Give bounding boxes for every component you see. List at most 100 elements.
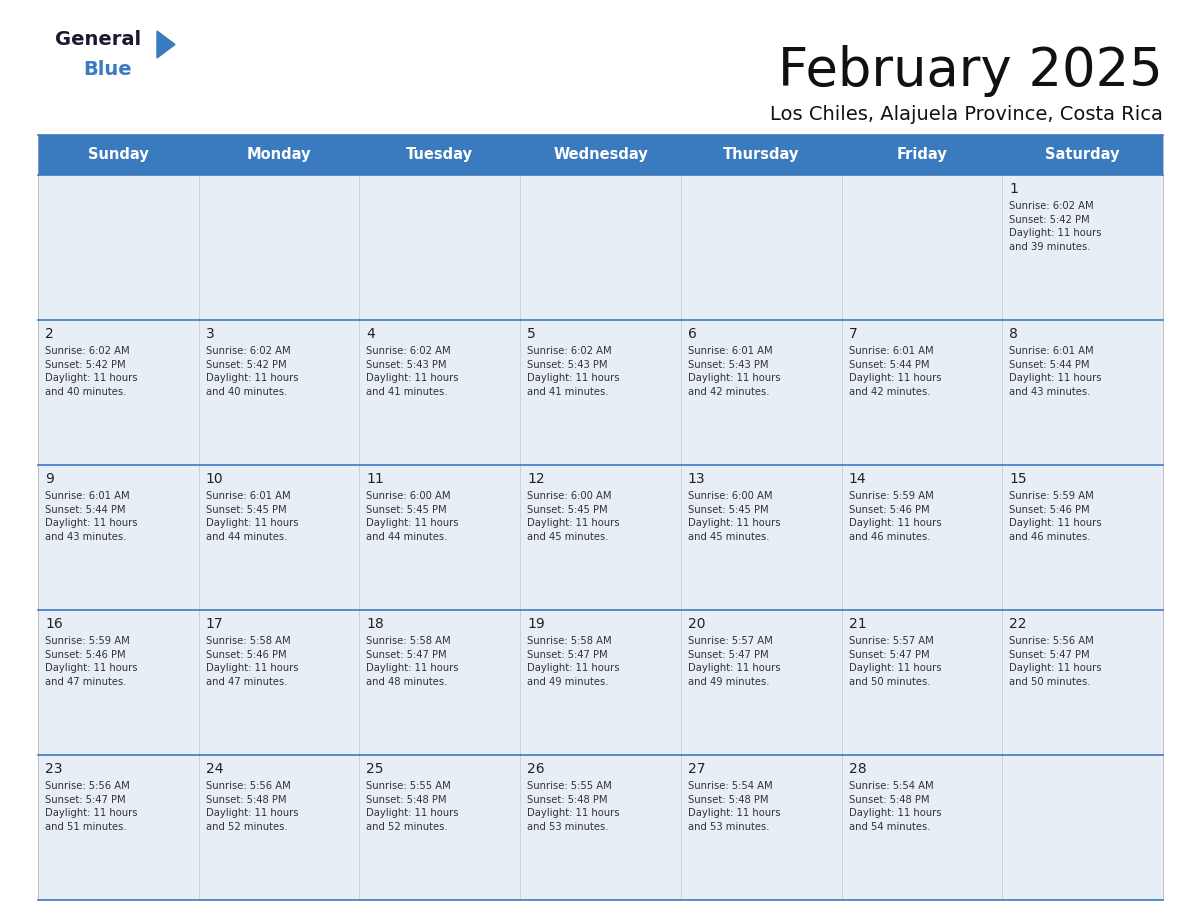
Bar (360, 135, 520, 175)
Bar (198, 175, 360, 320)
Text: Saturday: Saturday (1045, 148, 1120, 162)
Text: 17: 17 (206, 617, 223, 631)
Text: Sunday: Sunday (88, 148, 148, 162)
Bar (520, 320, 681, 465)
Text: 10: 10 (206, 472, 223, 486)
Text: Sunrise: 5:57 AM
Sunset: 5:47 PM
Daylight: 11 hours
and 49 minutes.: Sunrise: 5:57 AM Sunset: 5:47 PM Dayligh… (688, 636, 781, 687)
Text: Sunrise: 6:02 AM
Sunset: 5:42 PM
Daylight: 11 hours
and 39 minutes.: Sunrise: 6:02 AM Sunset: 5:42 PM Dayligh… (1010, 201, 1101, 252)
Text: Sunrise: 6:01 AM
Sunset: 5:45 PM
Daylight: 11 hours
and 44 minutes.: Sunrise: 6:01 AM Sunset: 5:45 PM Dayligh… (206, 491, 298, 542)
Bar (198, 135, 360, 175)
Bar (841, 610, 1003, 755)
Bar (198, 465, 360, 610)
Text: Sunrise: 6:01 AM
Sunset: 5:44 PM
Daylight: 11 hours
and 43 minutes.: Sunrise: 6:01 AM Sunset: 5:44 PM Dayligh… (1010, 346, 1101, 397)
Bar (38, 465, 198, 610)
Text: Sunrise: 5:54 AM
Sunset: 5:48 PM
Daylight: 11 hours
and 53 minutes.: Sunrise: 5:54 AM Sunset: 5:48 PM Dayligh… (688, 781, 781, 832)
Polygon shape (157, 31, 175, 58)
Text: 3: 3 (206, 327, 215, 341)
Bar (681, 610, 841, 755)
Bar (198, 320, 360, 465)
Text: 6: 6 (688, 327, 696, 341)
Bar (198, 610, 360, 755)
Text: Sunrise: 5:57 AM
Sunset: 5:47 PM
Daylight: 11 hours
and 50 minutes.: Sunrise: 5:57 AM Sunset: 5:47 PM Dayligh… (848, 636, 941, 687)
Text: 22: 22 (1010, 617, 1026, 631)
Text: Sunrise: 6:02 AM
Sunset: 5:42 PM
Daylight: 11 hours
and 40 minutes.: Sunrise: 6:02 AM Sunset: 5:42 PM Dayligh… (45, 346, 138, 397)
Text: Friday: Friday (897, 148, 947, 162)
Text: 2: 2 (45, 327, 53, 341)
Bar (38, 175, 198, 320)
Text: Sunrise: 6:01 AM
Sunset: 5:44 PM
Daylight: 11 hours
and 43 minutes.: Sunrise: 6:01 AM Sunset: 5:44 PM Dayligh… (45, 491, 138, 542)
Text: Sunrise: 5:56 AM
Sunset: 5:47 PM
Daylight: 11 hours
and 51 minutes.: Sunrise: 5:56 AM Sunset: 5:47 PM Dayligh… (45, 781, 138, 832)
Text: 11: 11 (366, 472, 384, 486)
Bar (360, 610, 520, 755)
Text: 4: 4 (366, 327, 375, 341)
Bar (1003, 175, 1163, 320)
Bar (841, 320, 1003, 465)
Text: Sunrise: 6:00 AM
Sunset: 5:45 PM
Daylight: 11 hours
and 44 minutes.: Sunrise: 6:00 AM Sunset: 5:45 PM Dayligh… (366, 491, 459, 542)
Bar (681, 175, 841, 320)
Text: Sunrise: 6:01 AM
Sunset: 5:44 PM
Daylight: 11 hours
and 42 minutes.: Sunrise: 6:01 AM Sunset: 5:44 PM Dayligh… (848, 346, 941, 397)
Bar (38, 610, 198, 755)
Text: February 2025: February 2025 (778, 45, 1163, 97)
Text: Thursday: Thursday (723, 148, 800, 162)
Text: 12: 12 (527, 472, 545, 486)
Text: Sunrise: 5:59 AM
Sunset: 5:46 PM
Daylight: 11 hours
and 47 minutes.: Sunrise: 5:59 AM Sunset: 5:46 PM Dayligh… (45, 636, 138, 687)
Text: Sunrise: 5:59 AM
Sunset: 5:46 PM
Daylight: 11 hours
and 46 minutes.: Sunrise: 5:59 AM Sunset: 5:46 PM Dayligh… (848, 491, 941, 542)
Text: Blue: Blue (83, 60, 132, 79)
Bar (520, 135, 681, 175)
Text: 21: 21 (848, 617, 866, 631)
Bar (360, 175, 520, 320)
Text: Sunrise: 5:58 AM
Sunset: 5:47 PM
Daylight: 11 hours
and 49 minutes.: Sunrise: 5:58 AM Sunset: 5:47 PM Dayligh… (527, 636, 620, 687)
Text: Sunrise: 5:54 AM
Sunset: 5:48 PM
Daylight: 11 hours
and 54 minutes.: Sunrise: 5:54 AM Sunset: 5:48 PM Dayligh… (848, 781, 941, 832)
Bar (520, 465, 681, 610)
Bar (681, 755, 841, 900)
Bar (681, 465, 841, 610)
Bar (841, 755, 1003, 900)
Bar (681, 320, 841, 465)
Text: 9: 9 (45, 472, 53, 486)
Text: 8: 8 (1010, 327, 1018, 341)
Text: 25: 25 (366, 762, 384, 776)
Text: Sunrise: 6:02 AM
Sunset: 5:43 PM
Daylight: 11 hours
and 41 minutes.: Sunrise: 6:02 AM Sunset: 5:43 PM Dayligh… (527, 346, 620, 397)
Text: 26: 26 (527, 762, 545, 776)
Text: 23: 23 (45, 762, 63, 776)
Bar (38, 135, 198, 175)
Text: 14: 14 (848, 472, 866, 486)
Text: 5: 5 (527, 327, 536, 341)
Text: 24: 24 (206, 762, 223, 776)
Text: Sunrise: 6:00 AM
Sunset: 5:45 PM
Daylight: 11 hours
and 45 minutes.: Sunrise: 6:00 AM Sunset: 5:45 PM Dayligh… (527, 491, 620, 542)
Bar (520, 175, 681, 320)
Text: General: General (55, 30, 141, 49)
Bar (360, 320, 520, 465)
Text: 1: 1 (1010, 182, 1018, 196)
Text: Los Chiles, Alajuela Province, Costa Rica: Los Chiles, Alajuela Province, Costa Ric… (770, 105, 1163, 124)
Bar (841, 465, 1003, 610)
Bar (1003, 755, 1163, 900)
Bar (38, 755, 198, 900)
Text: 28: 28 (848, 762, 866, 776)
Bar (1003, 135, 1163, 175)
Text: Sunrise: 5:56 AM
Sunset: 5:48 PM
Daylight: 11 hours
and 52 minutes.: Sunrise: 5:56 AM Sunset: 5:48 PM Dayligh… (206, 781, 298, 832)
Text: Sunrise: 6:02 AM
Sunset: 5:42 PM
Daylight: 11 hours
and 40 minutes.: Sunrise: 6:02 AM Sunset: 5:42 PM Dayligh… (206, 346, 298, 397)
Text: Sunrise: 5:55 AM
Sunset: 5:48 PM
Daylight: 11 hours
and 53 minutes.: Sunrise: 5:55 AM Sunset: 5:48 PM Dayligh… (527, 781, 620, 832)
Text: Tuesday: Tuesday (406, 148, 473, 162)
Bar (360, 465, 520, 610)
Text: 16: 16 (45, 617, 63, 631)
Bar (520, 610, 681, 755)
Text: 19: 19 (527, 617, 545, 631)
Text: Sunrise: 5:58 AM
Sunset: 5:47 PM
Daylight: 11 hours
and 48 minutes.: Sunrise: 5:58 AM Sunset: 5:47 PM Dayligh… (366, 636, 459, 687)
Bar (360, 755, 520, 900)
Bar (841, 135, 1003, 175)
Text: 7: 7 (848, 327, 858, 341)
Bar (38, 320, 198, 465)
Text: Sunrise: 5:56 AM
Sunset: 5:47 PM
Daylight: 11 hours
and 50 minutes.: Sunrise: 5:56 AM Sunset: 5:47 PM Dayligh… (1010, 636, 1101, 687)
Text: Sunrise: 5:58 AM
Sunset: 5:46 PM
Daylight: 11 hours
and 47 minutes.: Sunrise: 5:58 AM Sunset: 5:46 PM Dayligh… (206, 636, 298, 687)
Bar (198, 755, 360, 900)
Bar (841, 175, 1003, 320)
Bar (681, 135, 841, 175)
Text: Sunrise: 6:01 AM
Sunset: 5:43 PM
Daylight: 11 hours
and 42 minutes.: Sunrise: 6:01 AM Sunset: 5:43 PM Dayligh… (688, 346, 781, 397)
Text: 15: 15 (1010, 472, 1026, 486)
Text: 13: 13 (688, 472, 706, 486)
Text: Wednesday: Wednesday (554, 148, 647, 162)
Text: Sunrise: 6:02 AM
Sunset: 5:43 PM
Daylight: 11 hours
and 41 minutes.: Sunrise: 6:02 AM Sunset: 5:43 PM Dayligh… (366, 346, 459, 397)
Bar (1003, 320, 1163, 465)
